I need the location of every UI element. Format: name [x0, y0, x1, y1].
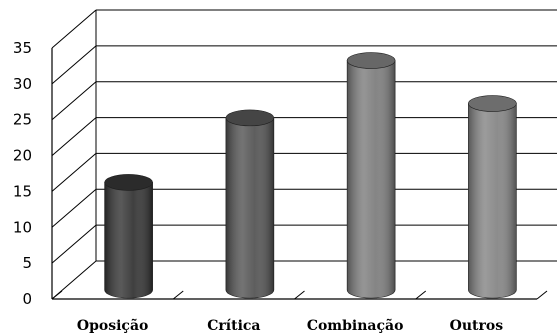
y-tick-label: 15 [13, 182, 32, 200]
bar-top-shade [468, 95, 517, 112]
bar-top [468, 95, 517, 112]
x-category-label: Oposição [77, 317, 148, 334]
gridline-depth-30 [51, 45, 97, 85]
y-tick-label: 5 [22, 254, 32, 272]
bar-shading [468, 103, 517, 299]
y-tick-label: 0 [22, 290, 32, 308]
bar-shading [104, 182, 153, 298]
x-tick-mark [294, 290, 305, 300]
bar-1 [104, 174, 153, 299]
x-tick-mark [172, 290, 184, 300]
bar-3 [346, 52, 396, 299]
gridline-depth-20 [51, 117, 97, 156]
x-category-label: Crítica [207, 318, 260, 334]
bar-top-shade [225, 109, 274, 126]
x-tick-mark [415, 290, 427, 300]
y-tick-label: 10 [13, 218, 32, 236]
axes [51, 10, 548, 300]
y-tick-label: 20 [13, 147, 32, 165]
y-tick-label: 25 [13, 111, 32, 129]
gridline-depth-15 [51, 153, 97, 192]
x-tick-mark [51, 290, 63, 300]
x-category-label: Outros [450, 318, 504, 334]
y-tick-label: 30 [13, 75, 32, 93]
bar-top [225, 109, 275, 127]
bar-top [104, 174, 153, 191]
bar-top [346, 52, 396, 69]
gridline-depth-10 [51, 188, 97, 228]
bar-4 [468, 95, 517, 299]
bar-top-shade [104, 174, 153, 191]
gridline-depth-35 [51, 9, 97, 49]
x-category-label: Combinação [307, 317, 404, 334]
x-tick-mark [536, 290, 548, 300]
bar-shading [347, 60, 396, 299]
bars [104, 52, 517, 299]
bar-2 [225, 109, 275, 299]
y-tick-label: 35 [13, 39, 32, 57]
gridline-depth-5 [51, 224, 97, 264]
bar-top-shade [347, 52, 396, 69]
x-category-labels: Oposição Crítica Combinação Outros [77, 317, 503, 334]
y-tick-labels: 0 5 10 15 20 25 30 35 [13, 39, 32, 308]
bar-shading [225, 117, 274, 298]
gridline-depth-25 [51, 81, 97, 121]
